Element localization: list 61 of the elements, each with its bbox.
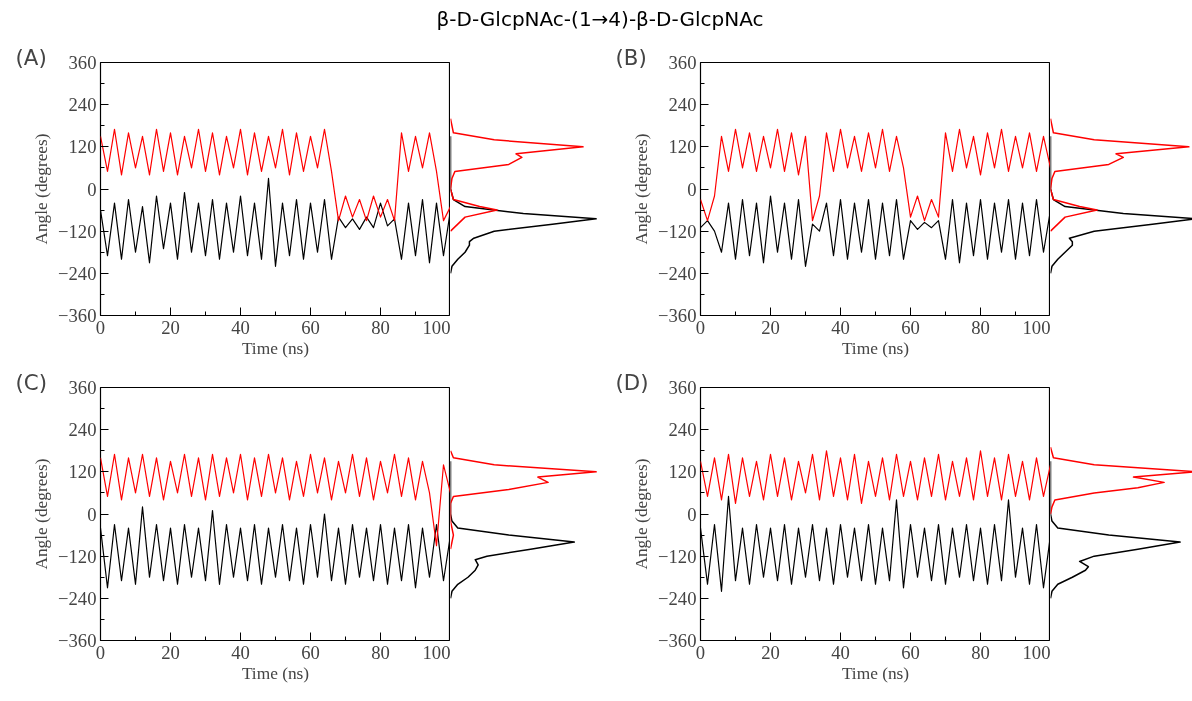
text: (A) bbox=[15, 44, 47, 70]
y-axis-title: Angle (degrees) bbox=[31, 133, 51, 245]
y-tick-label: 120 bbox=[668, 461, 697, 483]
y-tick-label: −120 bbox=[57, 545, 97, 567]
y-tick-label: 360 bbox=[668, 377, 697, 398]
x-tick-label: 40 bbox=[231, 316, 250, 338]
y-tick-label: −240 bbox=[57, 587, 97, 609]
x-tick-label: 20 bbox=[761, 641, 780, 663]
x-tick-label: 100 bbox=[422, 641, 451, 663]
y-tick-label: 0 bbox=[687, 178, 697, 200]
text: (C) bbox=[15, 369, 48, 395]
y-tick-label: 240 bbox=[68, 419, 97, 441]
y-tick-label: −360 bbox=[657, 630, 697, 651]
y-tick-label: −360 bbox=[57, 630, 97, 651]
y-tick-label: 0 bbox=[687, 503, 697, 525]
y-tick-label: 360 bbox=[668, 52, 697, 73]
y-tick-label: 360 bbox=[68, 52, 97, 73]
x-tick-label: 60 bbox=[301, 641, 320, 663]
y-tick-label: 120 bbox=[68, 461, 97, 483]
y-axis-title: Angle (degrees) bbox=[31, 458, 51, 570]
y-tick-label: −360 bbox=[57, 305, 97, 326]
x-axis-title: Time (ns) bbox=[241, 338, 310, 358]
x-tick-label: 100 bbox=[1022, 316, 1051, 338]
x-axis-title: Time (ns) bbox=[841, 338, 910, 358]
x-tick-label: 40 bbox=[831, 316, 850, 338]
x-tick-label: 100 bbox=[1022, 641, 1051, 663]
y-tick-label: 120 bbox=[68, 136, 97, 158]
y-tick-label: 240 bbox=[668, 94, 697, 116]
y-tick-label: 240 bbox=[68, 94, 97, 116]
y-axis-title: Angle (degrees) bbox=[631, 458, 651, 570]
x-tick-label: 20 bbox=[161, 316, 180, 338]
x-tick-label: 80 bbox=[971, 641, 990, 663]
y-tick-label: −120 bbox=[657, 545, 697, 567]
text: β-D-GlcpNAc-(1→4)-β-D-GlcpNAc bbox=[436, 6, 764, 33]
x-axis-title: Time (ns) bbox=[841, 663, 910, 683]
y-tick-label: −240 bbox=[657, 587, 697, 609]
y-tick-label: 0 bbox=[87, 178, 97, 200]
y-axis-title: Angle (degrees) bbox=[631, 133, 651, 245]
text: (B) bbox=[615, 44, 647, 70]
y-tick-label: −120 bbox=[657, 220, 697, 242]
x-tick-label: 40 bbox=[231, 641, 250, 663]
x-tick-label: 20 bbox=[761, 316, 780, 338]
y-tick-label: 120 bbox=[668, 136, 697, 158]
y-tick-label: 0 bbox=[87, 503, 97, 525]
x-tick-label: 80 bbox=[371, 316, 390, 338]
y-tick-label: −240 bbox=[657, 262, 697, 284]
x-tick-label: 80 bbox=[371, 641, 390, 663]
y-tick-label: −360 bbox=[657, 305, 697, 326]
x-axis-title: Time (ns) bbox=[241, 663, 310, 683]
x-tick-label: 20 bbox=[161, 641, 180, 663]
x-tick-label: 100 bbox=[422, 316, 451, 338]
y-tick-label: −120 bbox=[57, 220, 97, 242]
x-tick-label: 60 bbox=[301, 316, 320, 338]
text: (D) bbox=[615, 369, 649, 395]
x-tick-label: 60 bbox=[901, 641, 920, 663]
x-tick-label: 40 bbox=[831, 641, 850, 663]
x-tick-label: 80 bbox=[971, 316, 990, 338]
x-tick-label: 60 bbox=[901, 316, 920, 338]
y-tick-label: 360 bbox=[68, 377, 97, 398]
y-tick-label: −240 bbox=[57, 262, 97, 284]
y-tick-label: 240 bbox=[668, 419, 697, 441]
